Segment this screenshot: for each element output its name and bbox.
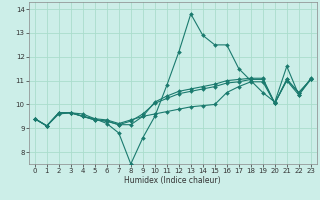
X-axis label: Humidex (Indice chaleur): Humidex (Indice chaleur) <box>124 176 221 185</box>
